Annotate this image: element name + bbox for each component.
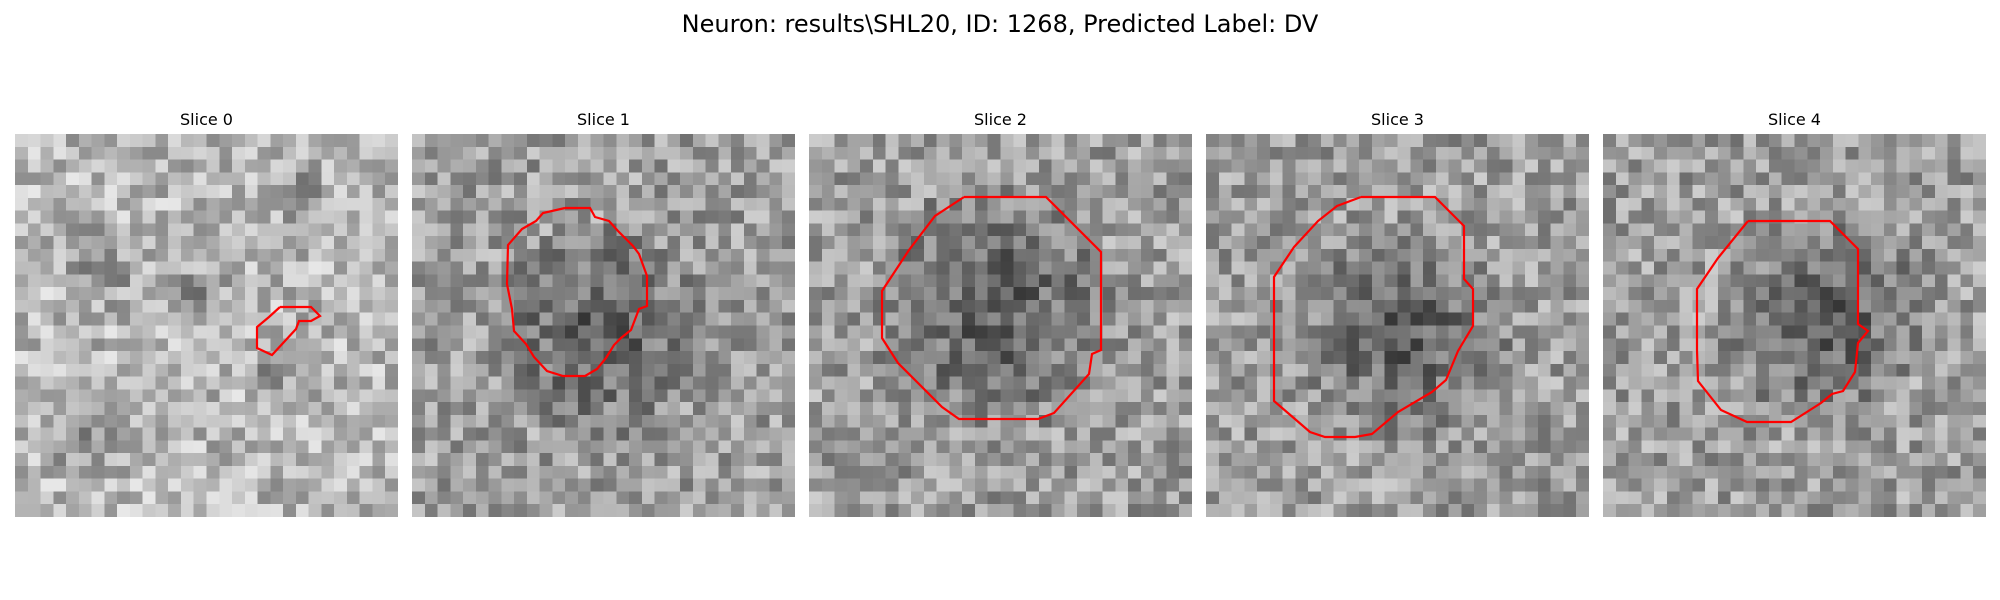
figure-title: Neuron: results\SHL20, ID: 1268, Predict…	[681, 10, 1319, 38]
slice-4-roi-overlay	[1695, 219, 1870, 424]
slice-3-panel	[1206, 134, 1589, 517]
slice-3-roi-overlay	[1272, 195, 1475, 439]
slice-1-roi-contour	[505, 206, 649, 378]
slice-1-roi-overlay	[505, 206, 649, 378]
slice-1-title: Slice 1	[577, 110, 630, 129]
slice-2-roi-overlay	[880, 195, 1103, 421]
slice-1-image	[412, 134, 795, 517]
slice-4-image	[1603, 134, 1986, 517]
slice-0-roi-contour	[255, 305, 322, 357]
slice-4-title: Slice 4	[1768, 110, 1821, 129]
slice-0-panel	[15, 134, 398, 517]
slice-2-title: Slice 2	[974, 110, 1027, 129]
slice-0-roi-overlay	[255, 305, 322, 357]
slice-3-title: Slice 3	[1371, 110, 1424, 129]
slice-0-title: Slice 0	[180, 110, 233, 129]
slice-4-panel	[1603, 134, 1986, 517]
slice-3-roi-contour	[1272, 195, 1475, 439]
slice-2-panel	[809, 134, 1192, 517]
slice-1-panel	[412, 134, 795, 517]
slice-4-roi-contour	[1695, 219, 1870, 424]
slice-2-roi-contour	[880, 195, 1103, 421]
slice-0-image	[15, 134, 398, 517]
